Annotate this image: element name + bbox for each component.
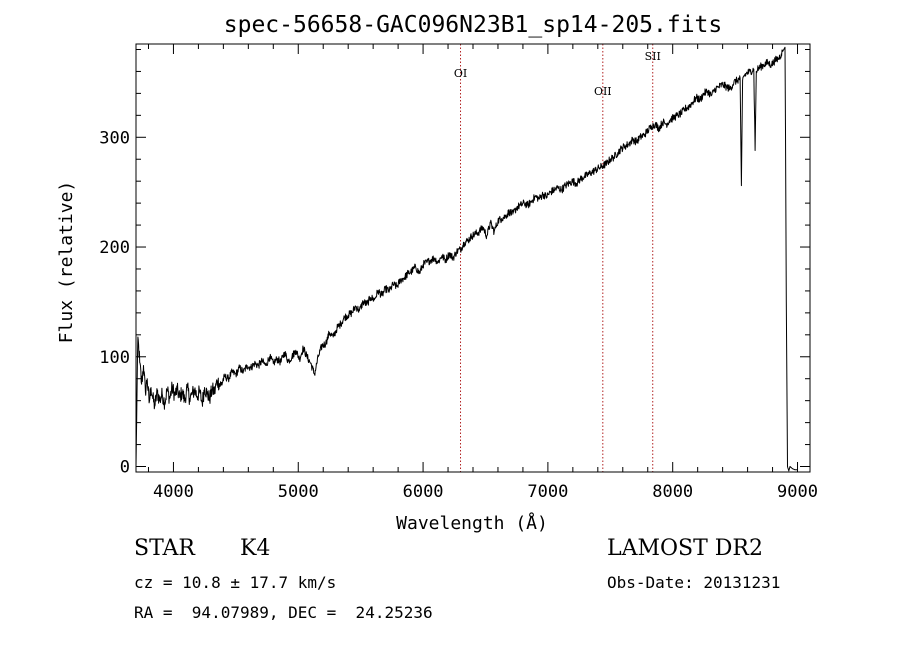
line-labels: OI OII SII [454, 50, 661, 98]
y-tick-label: 100 [99, 348, 130, 368]
x-tick-label: 9000 [777, 482, 818, 502]
y-tick-label: 300 [99, 128, 130, 148]
line-markers [460, 44, 654, 472]
x-axis-label: Wavelength (Å) [396, 512, 548, 534]
object-subclass: K4 [240, 536, 271, 561]
spectrum-line [135, 46, 798, 472]
x-tick-label: 7000 [527, 482, 568, 502]
line-label-oi: OI [454, 67, 467, 80]
y-tick-label: 0 [120, 458, 130, 478]
object-class: STAR [134, 536, 195, 561]
x-tick-label: 5000 [278, 482, 319, 502]
x-tick-label: 8000 [652, 482, 693, 502]
line-label-sii: SII [645, 50, 661, 63]
observation-date: Obs-Date: 20131231 [607, 573, 781, 592]
plot-frame [135, 43, 811, 473]
spectrum-series [135, 46, 798, 472]
redshift-velocity: cz = 10.8 ± 17.7 km/s [134, 573, 337, 592]
line-label-oii: OII [594, 85, 612, 98]
y-axis-label: Flux (relative) [56, 181, 77, 344]
chart-title: spec-56658-GAC096N23B1_sp14-205.fits [224, 12, 723, 38]
survey-label: LAMOST DR2 [607, 536, 763, 561]
y-tick-label: 200 [99, 238, 130, 258]
tick-labels: 4000 5000 6000 7000 8000 9000 0 100 200 300 [99, 128, 818, 502]
x-tick-label: 4000 [153, 482, 194, 502]
axis-ticks [136, 44, 810, 472]
x-tick-label: 6000 [403, 482, 444, 502]
coordinates: RA = 94.07989, DEC = 24.25236 [134, 603, 433, 622]
